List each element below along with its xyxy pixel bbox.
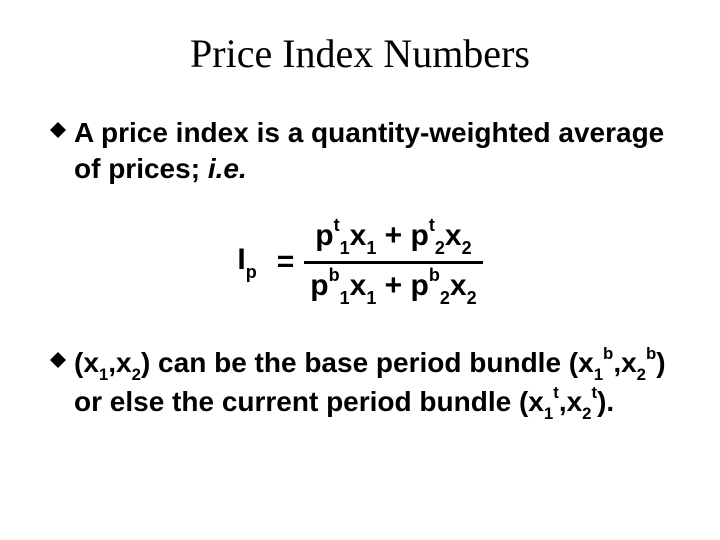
diamond-bullet-icon [50, 122, 66, 138]
num-x2-var: x [445, 219, 462, 252]
num-x2-sub: 2 [462, 238, 472, 258]
fraction: pt1x1 + pt2x2 pb1x1 + pb2x2 [304, 216, 482, 309]
equals-sign: = [277, 245, 295, 279]
den-p1-sub: 1 [340, 288, 350, 308]
p2-s5: 1 [544, 404, 553, 423]
den-p2: pb2 [411, 268, 450, 307]
num-x1-var: x [350, 219, 367, 252]
lhs-var: I [237, 243, 245, 276]
bullet-1-text: A price index is a quantity-weighted ave… [74, 115, 670, 188]
denominator: pb1x1 + pb2x2 [304, 266, 482, 309]
p2-sup4: t [592, 383, 598, 402]
p2-part4: ,x [613, 347, 636, 378]
p2-part7: ). [597, 386, 614, 417]
den-x1-sub: 1 [366, 288, 376, 308]
num-x2: x2 [445, 219, 472, 257]
p2-sup2: b [646, 344, 656, 363]
p2-sup3: t [553, 383, 559, 402]
fraction-bar [304, 261, 482, 264]
p2-s2: 2 [132, 365, 141, 384]
bullet-point-1: A price index is a quantity-weighted ave… [50, 115, 670, 188]
bullet-1-prefix: A price index is a quantity-weighted ave… [74, 117, 664, 184]
num-p1-var: p [315, 219, 333, 252]
den-plus: + [385, 269, 403, 302]
num-x1: x1 [350, 219, 377, 257]
num-p1-sup: t [334, 215, 340, 235]
den-p2-sup: b [429, 265, 440, 285]
den-x1: x1 [350, 269, 377, 307]
p2-s4: 2 [637, 365, 646, 384]
bullet-2-text: (x1,x2) can be the base period bundle (x… [74, 345, 670, 424]
num-p1: pt1 [315, 218, 349, 257]
lhs-sub: p [246, 262, 257, 282]
den-p1-var: p [310, 269, 328, 302]
p2-sup1: b [603, 344, 613, 363]
p2-part1: (x [74, 347, 99, 378]
slide-title: Price Index Numbers [50, 30, 670, 77]
numerator: pt1x1 + pt2x2 [309, 216, 477, 259]
den-p1-sup: b [329, 265, 340, 285]
price-index-formula: Ip = pt1x1 + pt2x2 pb1x1 + pb2x2 [237, 216, 482, 309]
den-x2-sub: 2 [467, 288, 477, 308]
p2-part3: ) can be the base period bundle (x [141, 347, 594, 378]
num-p2-sup: t [429, 215, 435, 235]
formula-lhs: Ip [237, 243, 256, 281]
den-p1: pb1 [310, 268, 349, 307]
bullet-point-2: (x1,x2) can be the base period bundle (x… [50, 345, 670, 424]
num-p2-var: p [411, 219, 429, 252]
den-x2: x2 [450, 269, 477, 307]
diamond-bullet-icon [50, 352, 66, 368]
num-plus: + [385, 219, 403, 252]
formula-block: Ip = pt1x1 + pt2x2 pb1x1 + pb2x2 [50, 216, 670, 309]
p2-part6: ,x [559, 386, 582, 417]
bullet-1-ie: i.e. [208, 153, 247, 184]
den-p2-sub: 2 [440, 288, 450, 308]
p2-s6: 2 [582, 404, 591, 423]
num-p2-sub: 2 [435, 238, 445, 258]
p2-s3: 1 [594, 365, 603, 384]
num-p1-sub: 1 [340, 238, 350, 258]
den-x1-var: x [350, 269, 367, 302]
num-p2: pt2 [411, 218, 445, 257]
p2-s1: 1 [99, 365, 108, 384]
den-x2-var: x [450, 269, 467, 302]
p2-part2: ,x [108, 347, 131, 378]
den-p2-var: p [411, 269, 429, 302]
num-x1-sub: 1 [366, 238, 376, 258]
